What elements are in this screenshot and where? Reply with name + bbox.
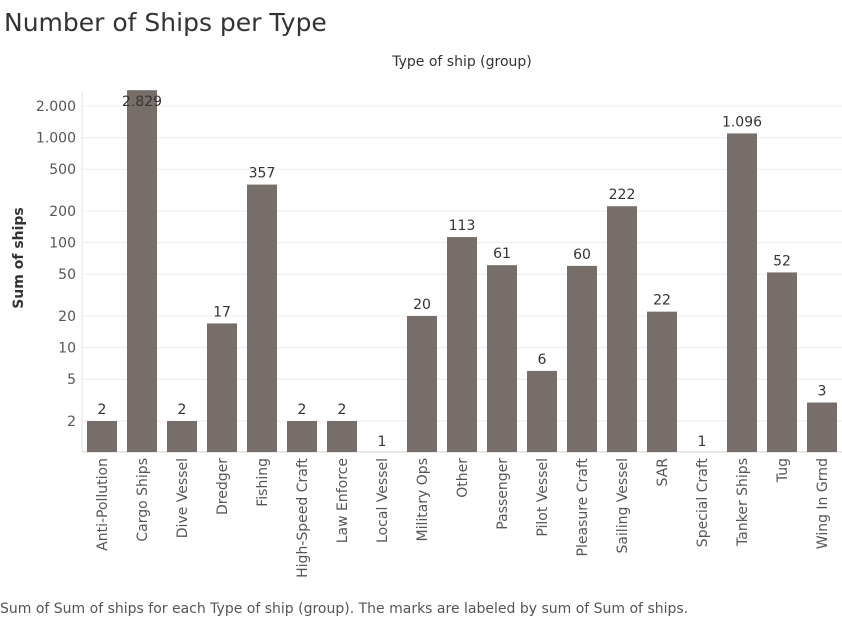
bar: [87, 421, 117, 452]
bar-value-label: 1: [698, 434, 707, 450]
bar-value-label: 17: [213, 304, 231, 320]
bar: [767, 272, 797, 452]
x-tick-label: Law Enforce: [335, 458, 351, 543]
x-tick-label: Special Craft: [695, 458, 711, 548]
x-tick-label: Tanker Ships: [735, 458, 751, 547]
y-tick-label: 20: [58, 309, 76, 325]
bar-value-label: 2: [178, 402, 187, 418]
column-header: Type of ship (group): [391, 54, 532, 70]
bar-value-label: 3: [818, 384, 827, 400]
bar-value-label: 2: [298, 402, 307, 418]
x-tick-label: Other: [455, 458, 471, 498]
bar-value-label: 2: [98, 402, 107, 418]
x-tick-label: Pleasure Craft: [575, 458, 591, 557]
y-tick-label: 200: [49, 204, 76, 220]
bar: [607, 206, 637, 452]
x-tick-label: Local Vessel: [375, 458, 391, 543]
x-tick-label: Cargo Ships: [135, 458, 151, 542]
bar-value-label: 113: [449, 218, 476, 234]
bar-value-label: 2.829: [122, 94, 162, 110]
y-tick-label: 50: [58, 267, 76, 283]
bar-chart: Type of ship (group) Sum of ships 2 5 10 20…: [11, 54, 842, 578]
bar: [567, 265, 597, 452]
y-tick-label: 10: [58, 341, 76, 357]
x-tick-label: Anti-Pollution: [95, 458, 111, 551]
y-tick-label: 2.000: [36, 99, 76, 115]
bar-value-label: 60: [573, 247, 591, 263]
y-tick-label: 1.000: [36, 131, 76, 147]
y-axis-ticks: 2 5 10 20 50 100 200 500 1.000 2.000: [36, 99, 76, 430]
x-axis-ticks: Anti-Pollution Cargo Ships Dive Vessel Dred…: [95, 458, 831, 578]
x-tick-label: Dive Vessel: [175, 458, 191, 538]
x-tick-label: Tug: [775, 458, 791, 483]
bar-value-label: 6: [538, 352, 547, 368]
bar: [247, 184, 277, 452]
x-tick-label: SAR: [655, 458, 671, 487]
bar: [327, 421, 357, 452]
bars: [87, 90, 837, 452]
y-tick-label: 500: [49, 162, 76, 178]
bar-value-label: 1.096: [722, 114, 762, 130]
bar: [527, 370, 557, 452]
bar-value-label: 20: [413, 297, 431, 313]
bar: [167, 421, 197, 452]
y-axis-label: Sum of ships: [11, 207, 27, 309]
y-tick-label: 5: [67, 372, 76, 388]
x-tick-label: Passenger: [495, 458, 511, 530]
x-tick-label: Wing In Grnd: [815, 458, 831, 549]
bar-value-label: 357: [249, 166, 276, 182]
x-tick-label: Dredger: [215, 458, 231, 515]
bar-value-label: 61: [493, 246, 511, 262]
y-tick-label: 2: [67, 414, 76, 430]
bar: [447, 237, 477, 452]
bar-value-label: 2: [338, 402, 347, 418]
bar-value-label: 52: [773, 253, 791, 269]
chart-caption: Sum of Sum of ships for each Type of shi…: [0, 601, 689, 617]
bar: [647, 311, 677, 452]
bar: [807, 402, 837, 452]
bar: [487, 265, 517, 452]
x-tick-label: Fishing: [255, 458, 271, 507]
x-tick-label: Sailing Vessel: [615, 458, 631, 554]
x-tick-label: Military Ops: [415, 458, 431, 542]
bar: [127, 90, 157, 452]
x-tick-label: High-Speed Craft: [295, 458, 311, 578]
chart-title: Number of Ships per Type: [4, 8, 327, 37]
bar: [727, 133, 757, 452]
bar: [407, 316, 437, 452]
bar-value-label: 222: [609, 187, 636, 203]
bar: [207, 323, 237, 452]
bar-value-label: 22: [653, 293, 671, 309]
y-tick-label: 100: [49, 236, 76, 252]
x-tick-label: Pilot Vessel: [535, 458, 551, 537]
bar: [287, 421, 317, 452]
bar-value-label: 1: [378, 434, 387, 450]
